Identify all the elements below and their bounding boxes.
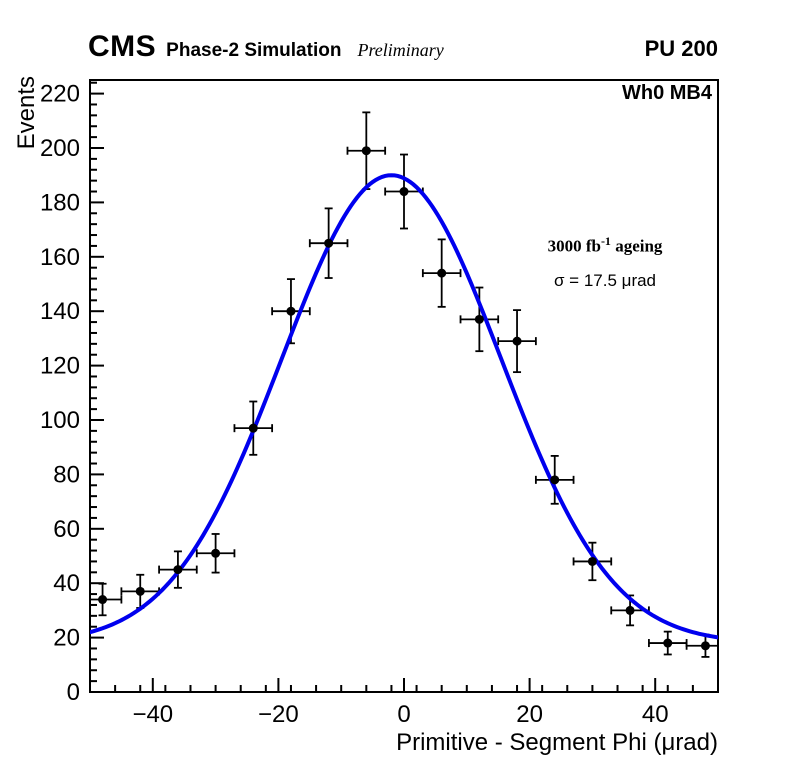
y-tick-label: 80 — [53, 461, 80, 488]
data-point — [135, 586, 145, 596]
data-point — [437, 268, 447, 278]
x-axis-title: Primitive - Segment Phi (μrad) — [396, 729, 718, 756]
y-tick-label: 100 — [40, 407, 80, 434]
y-axis-title: Events — [13, 76, 40, 149]
x-tick-label: 20 — [516, 701, 543, 728]
data-point — [587, 556, 597, 566]
data-point — [98, 595, 108, 605]
data-point — [474, 314, 484, 324]
preliminary-label: Preliminary — [357, 40, 444, 60]
region-label: Wh0 MB4 — [622, 82, 712, 104]
data-point — [700, 641, 710, 651]
y-tick-label: 220 — [40, 81, 80, 108]
axis-tick-labels: −40 −20 0 20 40 0 20 40 60 80 100 120 140 160 180 200 22… — [40, 81, 669, 728]
data-point — [625, 605, 635, 615]
data-point — [248, 423, 258, 433]
x-tick-label: −20 — [258, 701, 299, 728]
header: CMS Phase-2 Simulation Preliminary PU 20… — [88, 30, 718, 64]
data-point — [211, 548, 221, 558]
fit-annotation: 3000 fb-1 ageing σ = 17.5 μrad — [505, 234, 705, 291]
fit-curve — [90, 173, 718, 640]
x-tick-label: 0 — [397, 701, 410, 728]
y-tick-label: 0 — [67, 679, 80, 706]
ageing-label: ageing — [610, 236, 663, 256]
luminosity-ageing-label: 3000 fb-1 ageing — [505, 234, 705, 257]
data-point — [361, 146, 371, 156]
axis-ticks — [90, 81, 694, 693]
pileup-label: PU 200 — [644, 36, 718, 61]
y-tick-label: 160 — [40, 244, 80, 271]
luminosity-value: 3000 fb — [547, 236, 601, 256]
y-tick-label: 140 — [40, 298, 80, 325]
simulation-label: Phase-2 Simulation — [166, 40, 342, 61]
y-tick-label: 120 — [40, 353, 80, 380]
cms-label-group: CMS Phase-2 Simulation Preliminary — [88, 30, 444, 64]
data-point — [399, 187, 409, 197]
y-tick-label: 180 — [40, 189, 80, 216]
y-tick-label: 60 — [53, 516, 80, 543]
luminosity-exponent: -1 — [600, 234, 611, 248]
x-tick-label: 40 — [642, 701, 669, 728]
sigma-value-label: σ = 17.5 μrad — [553, 270, 657, 290]
data-point — [286, 306, 296, 316]
data-point — [173, 565, 183, 575]
cms-logo-text: CMS — [88, 30, 157, 63]
y-tick-label: 20 — [53, 625, 80, 652]
data-layer — [90, 111, 718, 658]
data-point — [550, 475, 560, 485]
y-tick-label: 40 — [53, 570, 80, 597]
data-point — [663, 638, 673, 648]
y-tick-label: 200 — [40, 135, 80, 162]
x-tick-label: −40 — [132, 701, 173, 728]
data-points — [98, 146, 710, 651]
data-point — [324, 238, 334, 248]
data-point — [512, 336, 522, 346]
